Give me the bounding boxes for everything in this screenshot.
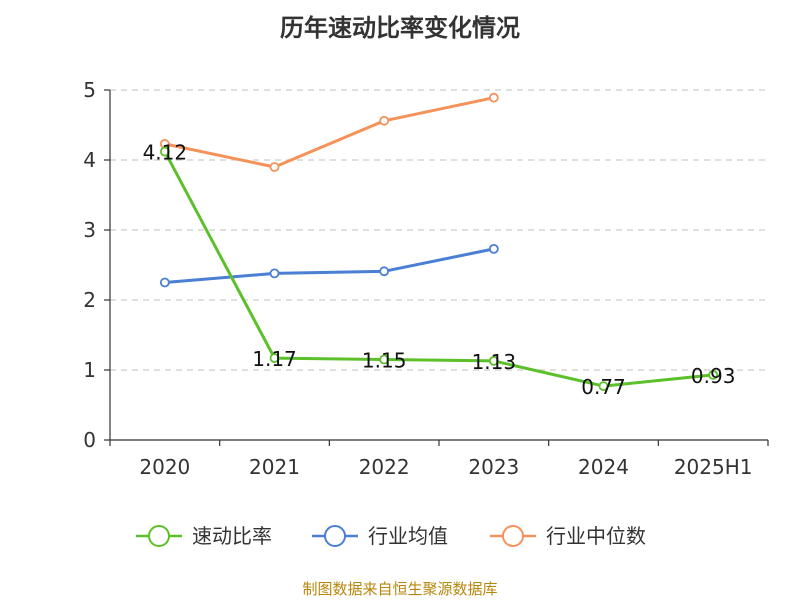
legend-label-0: 速动比率 (192, 524, 272, 548)
data-label-layer: 4.12 1.17 1.15 1.13 0.77 0.93 (143, 141, 736, 400)
data-label: 0.93 (691, 364, 736, 388)
data-point (159, 146, 170, 157)
legend-marker-0 (148, 525, 170, 547)
data-point (379, 354, 390, 365)
chart-title: 历年速动比率变化情况 (280, 14, 520, 42)
data-point (159, 277, 170, 288)
series-line-0 (163, 150, 714, 388)
data-label: 1.13 (472, 350, 517, 374)
axis-layer: 0 1 2 3 4 5 2020 2021 2022 2023 2024 2025H1 (83, 78, 769, 479)
x-tick-label: 2023 (468, 455, 519, 479)
data-point (269, 162, 280, 172)
source-note: 制图数据来自恒生聚源数据库 (302, 580, 498, 598)
series-line-1 (164, 247, 495, 284)
data-point (488, 355, 499, 366)
data-label: 1.17 (252, 347, 297, 371)
x-tick-label: 2025H1 (674, 455, 753, 479)
data-label: 1.15 (362, 349, 407, 373)
grid-layer (110, 89, 768, 371)
series-line-2 (164, 96, 495, 169)
x-tick-label: 2022 (359, 455, 410, 479)
y-tick-label: 4 (83, 148, 96, 172)
x-tick-label: 2021 (249, 455, 300, 479)
legend-label-2: 行业中位数 (546, 524, 646, 548)
y-tick-label: 2 (83, 288, 96, 312)
x-tick-label: 2024 (578, 455, 629, 479)
series-layer (159, 92, 719, 392)
data-point (488, 243, 499, 254)
legend-marker-1 (324, 525, 346, 547)
data-point (379, 266, 390, 277)
data-point (379, 115, 390, 126)
y-tick-label: 3 (83, 218, 96, 242)
data-point (598, 381, 609, 392)
data-point (269, 353, 280, 364)
legend-marker-2 (502, 525, 524, 547)
y-tick-label: 1 (83, 358, 96, 382)
data-label: 4.12 (143, 141, 188, 165)
data-point (488, 92, 499, 103)
x-tick-label: 2020 (139, 455, 190, 479)
data-label: 0.77 (581, 375, 626, 399)
legend: 速动比率 行业均值 行业中位数 (136, 524, 646, 548)
data-point (708, 369, 719, 380)
y-tick-label: 0 (83, 428, 96, 452)
legend-label-1: 行业均值 (368, 524, 448, 548)
y-tick-label: 5 (83, 78, 96, 102)
data-point (269, 268, 280, 279)
